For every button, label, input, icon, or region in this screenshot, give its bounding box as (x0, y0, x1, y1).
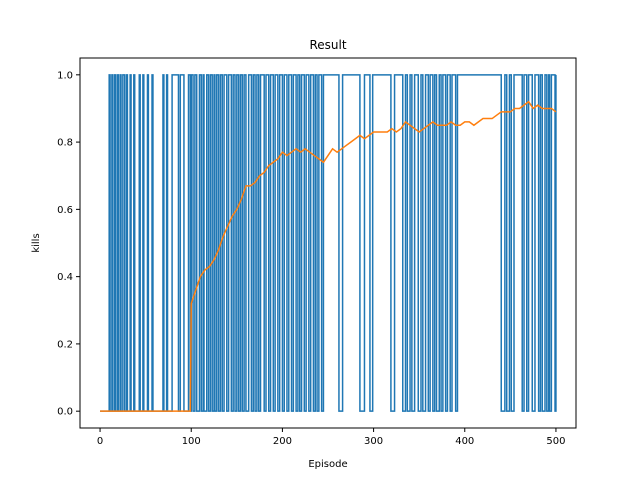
x-tick-label: 0 (97, 436, 103, 447)
x-tick-label: 200 (273, 436, 292, 447)
series-line-kills (100, 74, 557, 412)
y-tick-label: 0.8 (57, 138, 73, 149)
series-line-average (100, 100, 557, 412)
x-axis-label: Episode (308, 459, 347, 470)
chart-title: Result (309, 38, 346, 52)
x-tick-label: 500 (546, 436, 565, 447)
x-tick-label: 400 (455, 436, 474, 447)
y-tick-label: 0.0 (57, 407, 73, 418)
y-axis-label: kills (31, 233, 42, 252)
x-tick-label: 300 (364, 436, 383, 447)
series-layer (100, 74, 557, 412)
y-tick-label: 1.0 (57, 70, 73, 81)
x-axis: 0 100 200 300 400 500 (97, 428, 565, 447)
y-tick-label: 0.4 (57, 272, 73, 283)
y-tick-label: 0.2 (57, 339, 73, 350)
x-tick-label: 100 (182, 436, 201, 447)
y-tick-label: 0.6 (57, 205, 73, 216)
y-axis: 0.0 0.2 0.4 0.6 0.8 1.0 (57, 70, 80, 418)
plot-frame (79, 57, 577, 429)
